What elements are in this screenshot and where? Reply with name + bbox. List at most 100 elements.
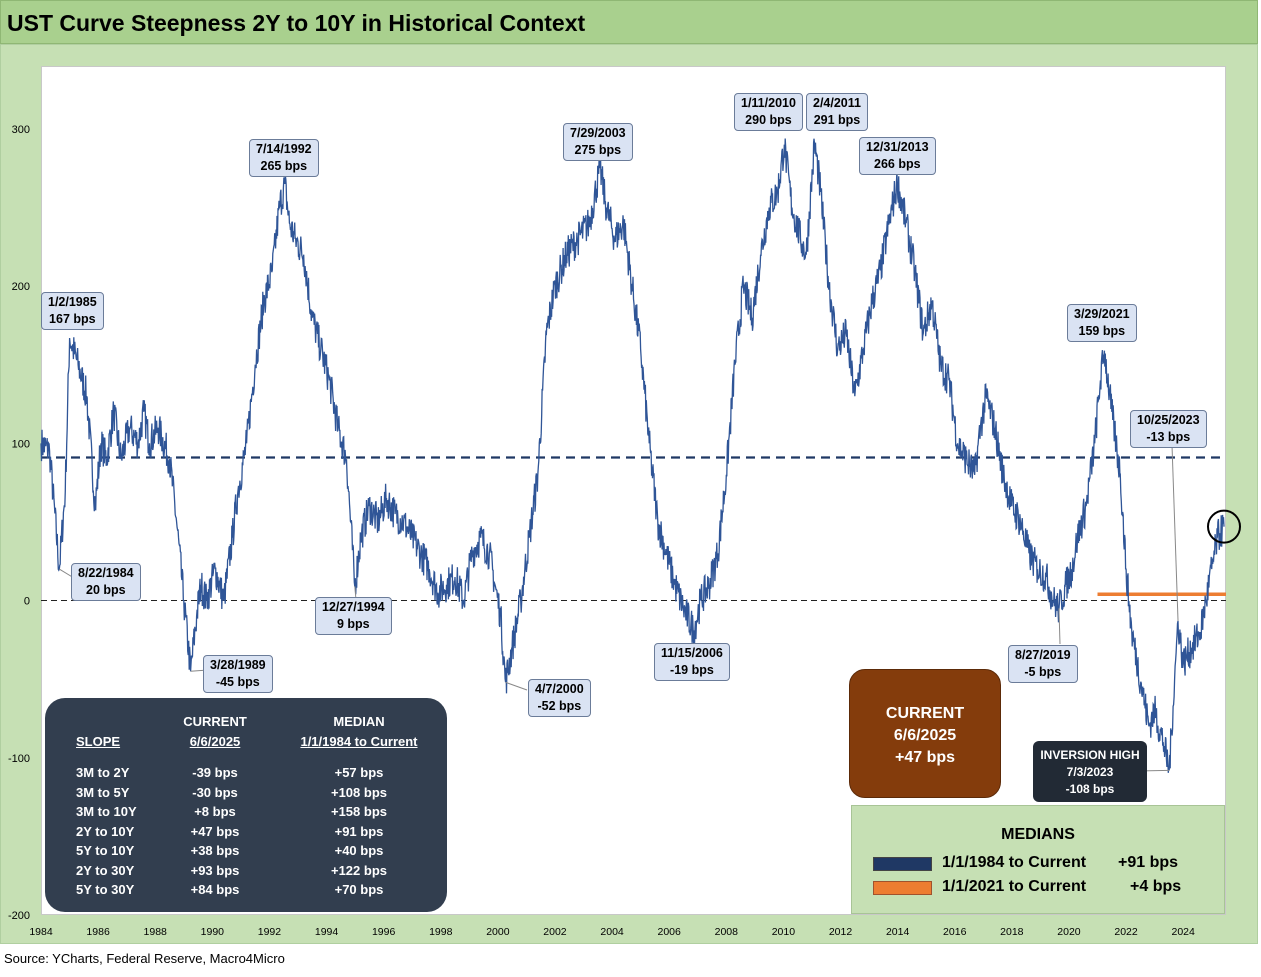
x-tick-label: 1988 xyxy=(144,926,168,938)
callout-value: 275 bps xyxy=(574,143,622,157)
table-header-current: CURRENT xyxy=(183,714,247,729)
chart-title: UST Curve Steepness 2Y to 10Y in Histori… xyxy=(7,10,586,36)
callout-leader xyxy=(505,681,528,691)
callout-value: -13 bps xyxy=(1146,430,1191,444)
x-tick-label: 1992 xyxy=(258,926,282,938)
y-tick-label: 300 xyxy=(12,124,30,136)
callout-date: 8/22/1984 xyxy=(78,566,134,580)
table-cell-median: +57 bps xyxy=(334,765,384,780)
peak-callout: 12/27/1994 9 bps xyxy=(315,597,392,635)
medians-legend: MEDIANS 1/1/1984 to Current +91 bps 1/1/… xyxy=(851,805,1225,914)
x-tick-label: 1986 xyxy=(86,926,110,938)
inversion-label: INVERSION HIGH xyxy=(1040,748,1140,762)
table-cell-current: +47 bps xyxy=(190,823,240,839)
source-note: Source: YCharts, Federal Reserve, Macro4… xyxy=(4,951,285,966)
current-label: CURRENT xyxy=(885,705,965,722)
x-tick-label: 2024 xyxy=(1171,926,1195,938)
callout-date: 8/27/2019 xyxy=(1015,648,1071,662)
x-tick-label: 2018 xyxy=(1000,926,1024,938)
inversion-date: 7/3/2023 xyxy=(1066,765,1114,779)
table-cell-current: -39 bps xyxy=(192,765,238,780)
callout-value: 266 bps xyxy=(874,157,921,171)
x-tick-label: 2008 xyxy=(715,926,739,938)
x-tick-label: 1994 xyxy=(315,926,339,938)
callout-date: 7/14/1992 xyxy=(256,142,312,156)
table-cell-slope: 5Y to 10Y xyxy=(76,843,135,858)
callout-date: 12/31/2013 xyxy=(866,140,929,154)
peak-callout: 3/29/2021 159 bps xyxy=(1067,304,1137,342)
peak-callout: 8/22/1984 20 bps xyxy=(71,563,141,601)
table-cell-slope: 3M to 5Y xyxy=(76,784,130,800)
peak-callout: 7/29/2003 275 bps xyxy=(563,123,633,161)
callout-date: 3/28/1989 xyxy=(210,658,266,672)
callout-date: 1/2/1985 xyxy=(48,295,97,309)
table-header-slope: SLOPE xyxy=(76,734,121,749)
table-cell-current: +8 bps xyxy=(194,804,236,819)
current-value: +47 bps xyxy=(894,749,956,766)
peak-callout: 1/2/1985 167 bps xyxy=(41,292,104,330)
callout-value: 167 bps xyxy=(49,312,96,326)
callout-date: 7/29/2003 xyxy=(570,126,626,140)
y-tick-label: 200 xyxy=(12,281,30,293)
peak-callout: 3/28/1989 -45 bps xyxy=(203,655,273,693)
legend-value-full: +91 bps xyxy=(1118,854,1179,871)
callout-value: 265 bps xyxy=(260,159,308,173)
legend-swatch-full xyxy=(873,857,932,871)
callout-date: 3/29/2021 xyxy=(1074,307,1130,321)
callout-value: 290 bps xyxy=(745,113,792,127)
peak-callout: 11/15/2006 -19 bps xyxy=(654,643,730,681)
table-header-median-range: 1/1/1984 to Current xyxy=(300,734,418,749)
chart-header: UST Curve Steepness 2Y to 10Y in Histori… xyxy=(0,0,1258,44)
table-cell-median: +122 bps xyxy=(330,862,387,878)
table-header-median: MEDIAN xyxy=(333,714,385,729)
x-tick-label: 2020 xyxy=(1057,926,1081,938)
slope-table: CURRENT MEDIAN SLOPE 6/6/2025 1/1/1984 to Cu… xyxy=(45,698,447,912)
y-tick-label: 100 xyxy=(12,438,30,450)
x-tick-label: 2022 xyxy=(1114,926,1138,938)
callout-date: 2/4/2011 xyxy=(813,96,861,110)
table-cell-slope: 3M to 10Y xyxy=(76,804,137,819)
peak-callout: 7/14/1992 265 bps xyxy=(249,139,319,177)
callout-value: 291 bps xyxy=(813,113,861,127)
y-tick-label: -200 xyxy=(8,910,30,922)
table-cell-current: -30 bps xyxy=(192,784,238,800)
table-cell-current: +84 bps xyxy=(190,882,240,897)
callout-value: -52 bps xyxy=(537,699,582,713)
peak-callout: 12/31/2013 266 bps xyxy=(859,137,936,175)
current-value-box: CURRENT 6/6/2025 +47 bps xyxy=(849,669,1001,798)
callout-date: 11/15/2006 xyxy=(661,646,723,660)
callout-value: 20 bps xyxy=(86,583,126,597)
callout-value: -45 bps xyxy=(215,675,260,689)
y-tick-label: -100 xyxy=(8,753,30,765)
x-tick-label: 1998 xyxy=(429,926,453,938)
x-tick-label: 2006 xyxy=(658,926,682,938)
current-marker-circle xyxy=(1207,509,1242,544)
peak-callout: 10/25/2023 -13 bps xyxy=(1130,410,1207,448)
x-tick-label: 1984 xyxy=(29,926,53,938)
table-cell-median: +70 bps xyxy=(334,882,384,897)
table-cell-slope: 3M to 2Y xyxy=(76,765,130,780)
x-tick-label: 2012 xyxy=(829,926,853,938)
legend-value-recent: +4 bps xyxy=(1130,878,1182,895)
legend-swatch-recent xyxy=(873,881,932,895)
callout-leader xyxy=(1058,608,1061,645)
callout-leader xyxy=(1171,444,1179,622)
legend-label-recent: 1/1/2021 to Current xyxy=(942,878,1087,895)
table-cell-median: +108 bps xyxy=(330,784,387,800)
x-tick-label: 2004 xyxy=(600,926,624,938)
medians-title: MEDIANS xyxy=(1001,826,1075,843)
callout-date: 1/11/2010 xyxy=(741,96,796,110)
callout-value: -19 bps xyxy=(670,663,714,677)
current-date: 6/6/2025 xyxy=(893,727,957,744)
x-tick-label: 2002 xyxy=(543,926,567,938)
table-cell-current: +93 bps xyxy=(190,862,240,878)
y-tick-label: 0 xyxy=(24,596,30,608)
x-tick-label: 2014 xyxy=(886,926,910,938)
x-tick-label: 2010 xyxy=(772,926,796,938)
peak-callout: 8/27/2019 -5 bps xyxy=(1008,645,1078,683)
callout-date: 4/7/2000 xyxy=(535,682,584,696)
callout-date: 10/25/2023 xyxy=(1137,413,1200,427)
peak-callout: 1/11/2010 290 bps xyxy=(734,93,803,131)
x-tick-label: 2000 xyxy=(486,926,510,938)
